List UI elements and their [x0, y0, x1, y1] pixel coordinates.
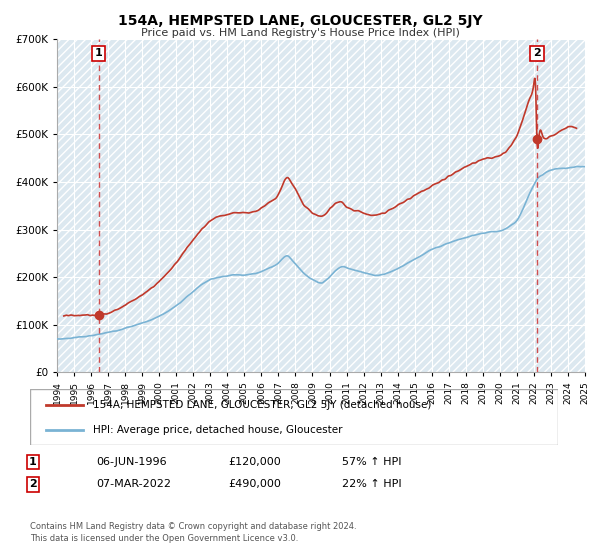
Text: 2: 2 [533, 49, 541, 58]
Text: 07-MAR-2022: 07-MAR-2022 [96, 479, 171, 489]
Text: 06-JUN-1996: 06-JUN-1996 [96, 457, 167, 467]
Text: 2: 2 [29, 479, 37, 489]
Text: 1: 1 [29, 457, 37, 467]
Text: 1: 1 [95, 49, 103, 58]
Text: Price paid vs. HM Land Registry's House Price Index (HPI): Price paid vs. HM Land Registry's House … [140, 28, 460, 38]
Text: 22% ↑ HPI: 22% ↑ HPI [342, 479, 401, 489]
Text: HPI: Average price, detached house, Gloucester: HPI: Average price, detached house, Glou… [94, 424, 343, 435]
Text: 154A, HEMPSTED LANE, GLOUCESTER, GL2 5JY (detached house): 154A, HEMPSTED LANE, GLOUCESTER, GL2 5JY… [94, 400, 432, 410]
Text: 154A, HEMPSTED LANE, GLOUCESTER, GL2 5JY: 154A, HEMPSTED LANE, GLOUCESTER, GL2 5JY [118, 14, 482, 28]
Text: £120,000: £120,000 [228, 457, 281, 467]
Text: £490,000: £490,000 [228, 479, 281, 489]
Text: Contains HM Land Registry data © Crown copyright and database right 2024.
This d: Contains HM Land Registry data © Crown c… [30, 522, 356, 543]
Text: 57% ↑ HPI: 57% ↑ HPI [342, 457, 401, 467]
